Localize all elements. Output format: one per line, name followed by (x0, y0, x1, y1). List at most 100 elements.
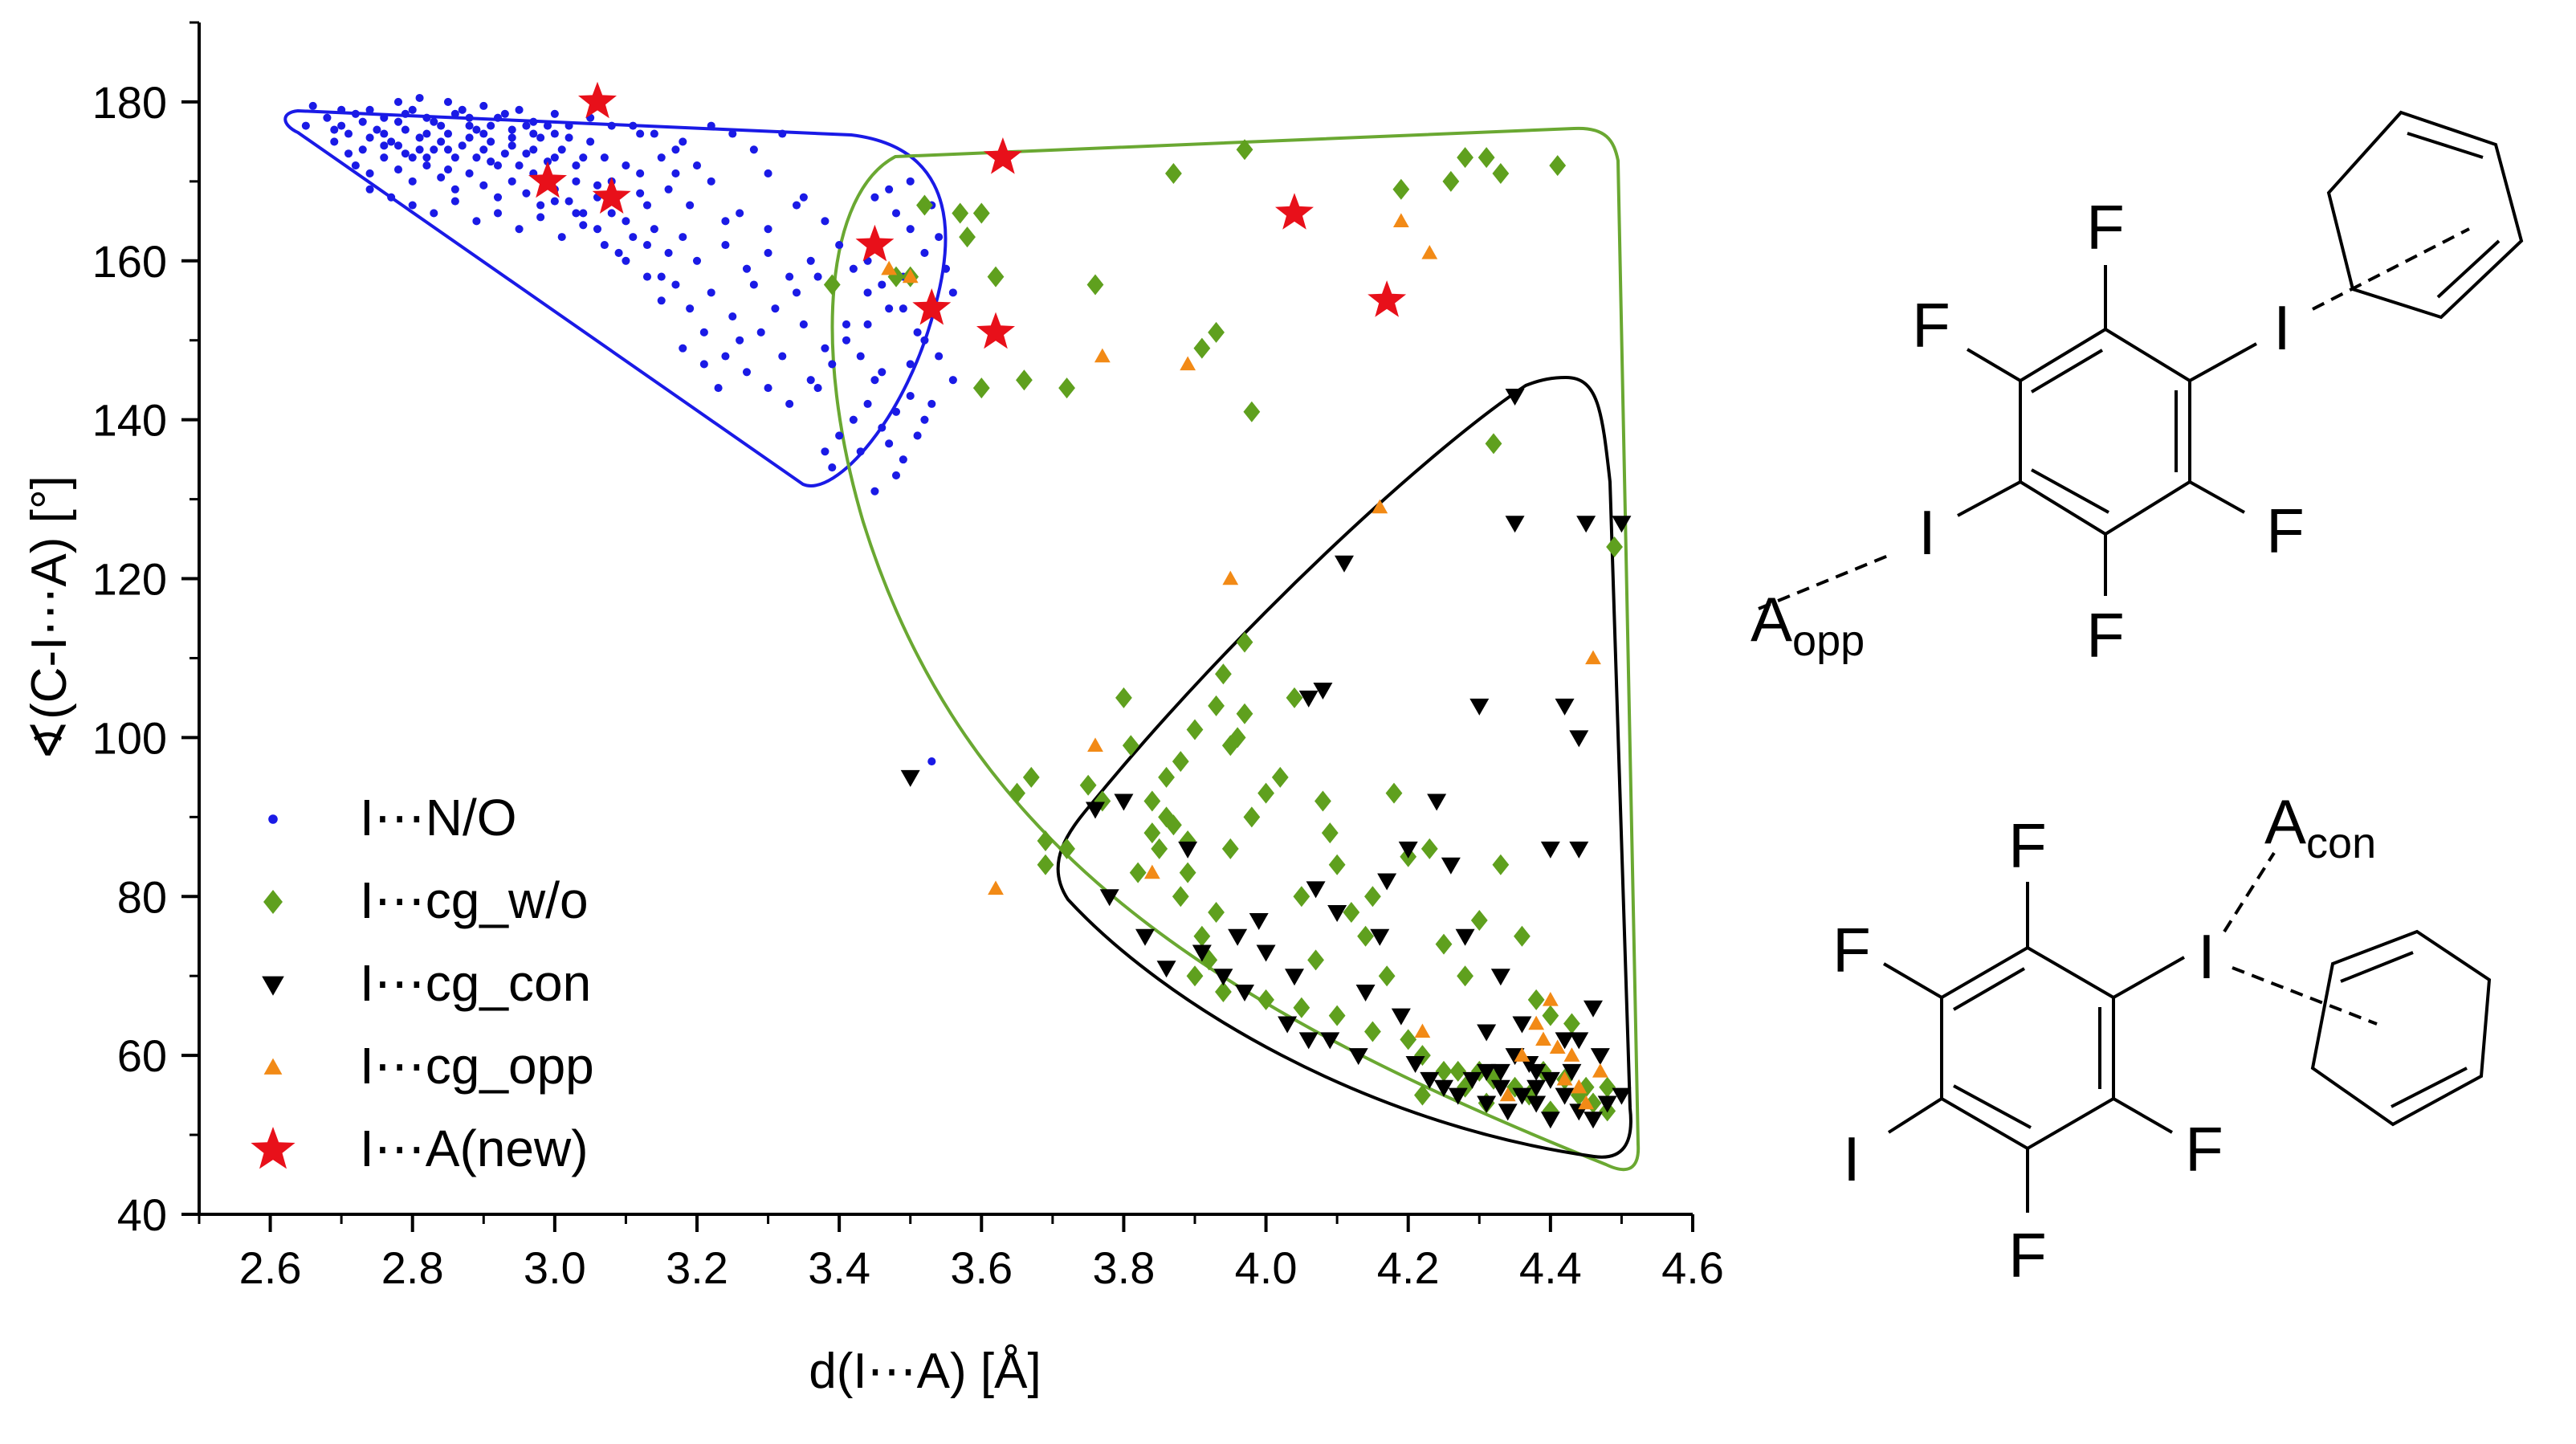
data-point (1469, 698, 1490, 716)
data-point (1355, 984, 1376, 1001)
data-point (507, 177, 516, 186)
data-point (1165, 814, 1182, 836)
legend: I⋯N/O I⋯cg_w/o I⋯cg_con I⋯cg_opp I⋯A(new) (251, 789, 594, 1177)
data-point (536, 213, 545, 222)
data-point (707, 177, 715, 186)
data-point (1528, 1015, 1545, 1030)
data-point (891, 209, 901, 218)
data-point (572, 209, 581, 218)
data-point (387, 193, 396, 202)
data-point (920, 336, 929, 345)
data-point (1435, 933, 1453, 955)
data-point (479, 145, 488, 154)
data-point (1498, 1103, 1518, 1121)
data-point (1514, 925, 1531, 947)
structure-top (1758, 110, 2524, 610)
data-point (941, 264, 951, 273)
data-point (1099, 889, 1119, 907)
data-point (671, 280, 680, 289)
data-point (1364, 1021, 1381, 1042)
data-point (878, 368, 887, 377)
data-point (1115, 687, 1132, 708)
atom-label: F (1912, 290, 1950, 361)
data-point (1236, 703, 1253, 724)
data-point (500, 109, 509, 118)
x-tick-label: 3.6 (950, 1242, 1013, 1293)
data-point (863, 320, 872, 328)
data-point (664, 185, 673, 194)
data-point (472, 153, 481, 162)
data-point (415, 133, 424, 142)
data-point (437, 173, 446, 182)
data-point (952, 202, 969, 224)
data-point (593, 181, 602, 190)
data-point (1571, 1079, 1588, 1094)
data-point (380, 153, 389, 162)
data-point (835, 431, 844, 440)
data-point (507, 125, 516, 134)
data-point (529, 129, 538, 138)
data-point (1420, 1071, 1440, 1089)
data-point (878, 423, 887, 432)
data-point (813, 384, 822, 393)
data-point (1505, 516, 1525, 533)
data-point (408, 201, 417, 210)
x-tick-label: 2.6 (239, 1242, 302, 1293)
legend-marker (251, 1127, 296, 1169)
data-point (380, 113, 389, 122)
data-point (976, 312, 1015, 349)
y-tick-label: 140 (92, 395, 167, 446)
data-point (642, 272, 652, 281)
data-point (1236, 631, 1253, 653)
data-point (565, 121, 573, 130)
x-tick-label: 4.4 (1519, 1242, 1582, 1293)
data-point (764, 384, 772, 393)
data-point (1229, 727, 1246, 749)
data-point (1420, 838, 1438, 859)
data-point (1540, 1071, 1560, 1089)
data-point (1249, 912, 1269, 930)
data-point (1357, 925, 1374, 947)
data-point (736, 209, 744, 218)
data-point (948, 376, 957, 385)
data-point (1441, 857, 1461, 875)
data-point (749, 145, 758, 154)
data-point (1228, 928, 1248, 946)
data-point (579, 209, 588, 218)
data-point (1172, 886, 1189, 908)
data-point (607, 209, 616, 218)
data-point (1278, 1016, 1298, 1034)
data-point (664, 248, 673, 257)
atom-label: F (2008, 810, 2047, 881)
data-point (330, 137, 339, 146)
data-point (721, 240, 730, 250)
data-point (1457, 1076, 1473, 1098)
data-point (849, 264, 858, 273)
data-point (1435, 1060, 1453, 1082)
data-point (1442, 170, 1460, 192)
data-point (1585, 650, 1601, 665)
data-point (842, 336, 851, 345)
data-point (916, 194, 933, 216)
data-point (1392, 178, 1410, 200)
data-point (1492, 162, 1510, 184)
data-point (1286, 687, 1303, 708)
data-point (679, 137, 687, 146)
series-triangle-down (900, 388, 1632, 1129)
data-point (686, 201, 695, 210)
x-tick-label: 4.6 (1661, 1242, 1724, 1293)
data-point (1192, 944, 1212, 962)
legend-marker (262, 976, 284, 996)
x-tick-label: 4.0 (1235, 1242, 1298, 1293)
data-point (1306, 881, 1326, 899)
data-point (650, 225, 658, 234)
data-point (1506, 1076, 1523, 1098)
data-point (856, 447, 865, 456)
data-point (1578, 1095, 1595, 1110)
x-tick-label: 4.2 (1377, 1242, 1440, 1293)
data-point (1569, 841, 1589, 859)
data-point (1400, 1029, 1417, 1050)
x-tick-label: 3.0 (524, 1242, 586, 1293)
data-point (1526, 1095, 1547, 1113)
data-point (493, 113, 503, 122)
